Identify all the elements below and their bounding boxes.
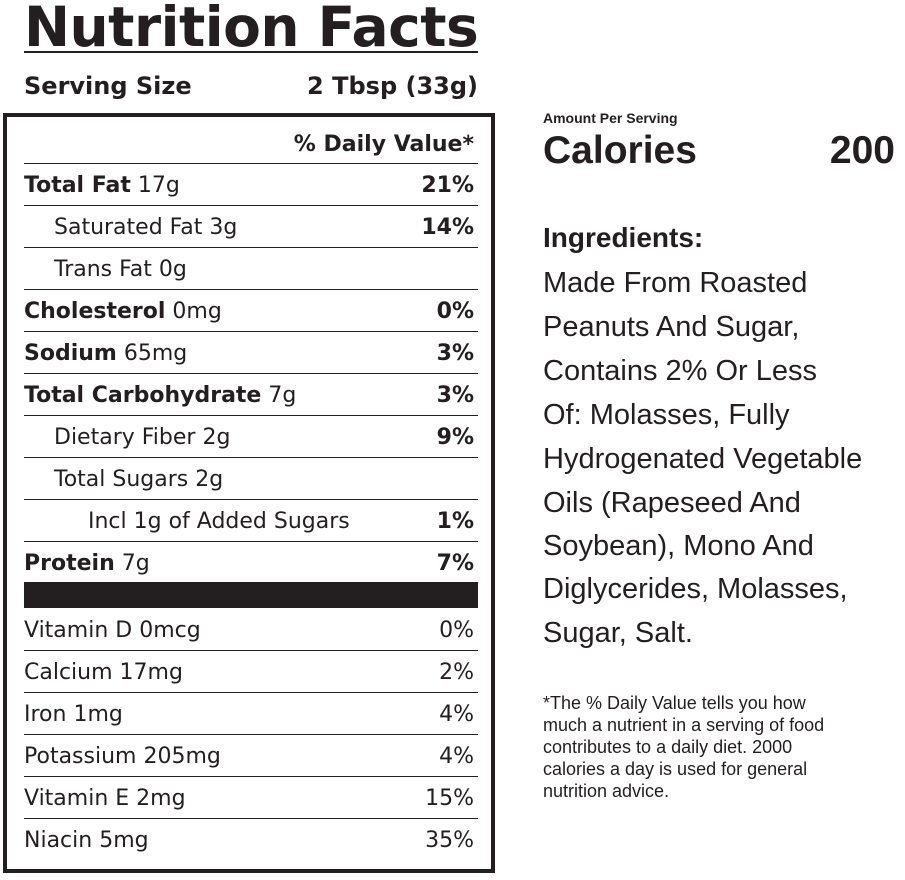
title-rule [24, 51, 478, 53]
vitamin-text: Vitamin D 0mcg [24, 617, 201, 643]
row-divider [24, 692, 478, 693]
ingredients-line: Made From Roasted [543, 267, 808, 299]
nutrient-amount: 3g [209, 214, 238, 240]
nutrient-dv: 21% [421, 172, 474, 198]
row-divider [24, 541, 478, 542]
vitamin-row: Potassium 205mg 4% [24, 736, 474, 776]
ingredients-line: Contains 2% Or Less [543, 355, 818, 387]
nutrition-panel [3, 113, 495, 873]
ingredients-heading: Ingredients: [543, 222, 704, 253]
nutrient-amount: 7g [268, 382, 297, 408]
nutrient-dv: 0% [436, 298, 474, 324]
nutrient-name: Trans Fat [54, 256, 152, 282]
row-divider [24, 776, 478, 777]
vitamin-row: Calcium 17mg 2% [24, 652, 474, 692]
nutrient-amount: 65mg [123, 340, 188, 366]
daily-value-header: % Daily Value* [293, 132, 474, 157]
nutrient-dv: 3% [436, 382, 474, 408]
thick-divider-bar [24, 582, 478, 608]
vitamin-text: Iron 1mg [24, 701, 123, 727]
row-divider [24, 734, 478, 735]
serving-size-label: Serving Size [24, 72, 192, 100]
nutrient-dv: 7% [436, 550, 474, 576]
nutrient-name: Total Carbohydrate [24, 382, 262, 408]
nutrient-dv: 14% [421, 214, 474, 240]
nutrient-amount: 0mg [172, 298, 222, 324]
nutrient-row-total-fat: Total Fat 17g 21% [24, 165, 474, 205]
footnote-line: nutrition advice. [543, 781, 670, 801]
vitamin-dv: 4% [439, 743, 474, 769]
nutrient-row-total-carbohydrate: Total Carbohydrate 7g 3% [24, 375, 474, 415]
nutrient-row-total-sugars: Total Sugars 2g [24, 459, 474, 499]
nutrient-row-cholesterol: Cholesterol 0mg 0% [24, 291, 474, 331]
nutrient-amount: 2g [202, 424, 231, 450]
footnote-line: *The % Daily Value tells you how [543, 693, 806, 713]
nutrient-row-saturated-fat: Saturated Fat 3g 14% [24, 207, 474, 247]
vitamin-row: Niacin 5mg 35% [24, 820, 474, 860]
serving-size-row: Serving Size 2 Tbsp (33g) [24, 69, 478, 103]
nutrient-name: Protein [24, 550, 115, 576]
ingredients-line: Oils (Rapeseed And [543, 487, 801, 519]
vitamin-dv: 2% [439, 659, 474, 685]
nutrient-row-dietary-fiber: Dietary Fiber 2g 9% [24, 417, 474, 457]
nutrient-name: Cholesterol [24, 298, 166, 324]
nutrient-name: Saturated Fat [54, 214, 203, 240]
ingredients-line: Diglycerides, Molasses, [543, 573, 848, 605]
nutrient-amount: 0g [158, 256, 187, 282]
footnote-line: much a nutrient in a serving of food [543, 715, 825, 735]
vitamin-text: Vitamin E 2mg [24, 785, 186, 811]
row-divider [24, 415, 478, 416]
nutrient-amount: 7g [121, 550, 150, 576]
row-divider [24, 163, 478, 164]
vitamin-dv: 4% [439, 701, 474, 727]
nutrient-amount: 17g [137, 172, 180, 198]
vitamin-text: Calcium 17mg [24, 659, 183, 685]
nutrient-row-sodium: Sodium 65mg 3% [24, 333, 474, 373]
vitamin-text: Potassium 205mg [24, 743, 221, 769]
calories-value: 200 [829, 129, 895, 172]
amount-per-serving: Amount Per Serving [543, 110, 678, 126]
nutrient-row-added-sugars: Incl 1g of Added Sugars 1% [24, 501, 474, 541]
nutrient-name: Incl 1g of Added Sugars [88, 508, 350, 534]
ingredients-line: Hydrogenated Vegetable [543, 443, 863, 475]
row-divider [24, 499, 478, 500]
ingredients-line: Of: Molasses, Fully [543, 399, 790, 431]
footnote-line: contributes to a daily diet. 2000 [543, 737, 793, 757]
ingredients-line: Peanuts And Sugar, [543, 311, 800, 343]
ingredients-line: Sugar, Salt. [543, 617, 693, 649]
row-divider [24, 818, 478, 819]
ingredients-line: Soybean), Mono And [543, 530, 814, 562]
row-divider [24, 650, 478, 651]
vitamin-dv: 15% [425, 785, 474, 811]
nutrient-name: Total Sugars [54, 466, 189, 492]
nutrient-dv: 3% [436, 340, 474, 366]
nutrient-dv: 1% [436, 508, 474, 534]
row-divider [24, 247, 478, 248]
serving-size-value: 2 Tbsp (33g) [307, 72, 478, 100]
vitamin-row: Iron 1mg 4% [24, 694, 474, 734]
nutrient-amount: 2g [195, 466, 224, 492]
footnote-line: calories a day is used for general [543, 759, 808, 779]
label-title: Nutrition Facts [24, 0, 479, 59]
nutrient-row-protein: Protein 7g 7% [24, 543, 474, 583]
nutrient-name: Sodium [24, 340, 117, 366]
nutrient-dv: 9% [436, 424, 474, 450]
vitamin-row: Vitamin E 2mg 15% [24, 778, 474, 818]
row-divider [24, 457, 478, 458]
row-divider [24, 373, 478, 374]
calories-label: Calories [543, 129, 697, 172]
vitamin-text: Niacin 5mg [24, 827, 149, 853]
vitamin-row: Vitamin D 0mcg 0% [24, 610, 474, 650]
vitamin-dv: 35% [425, 827, 474, 853]
nutrient-name: Dietary Fiber [54, 424, 196, 450]
calories-row: Calories 200 [543, 126, 895, 176]
nutrient-name: Total Fat [24, 172, 131, 198]
nutrient-row-trans-fat: Trans Fat 0g [24, 249, 474, 289]
row-divider [24, 289, 478, 290]
row-divider [24, 331, 478, 332]
vitamin-dv: 0% [439, 617, 474, 643]
row-divider [24, 205, 478, 206]
